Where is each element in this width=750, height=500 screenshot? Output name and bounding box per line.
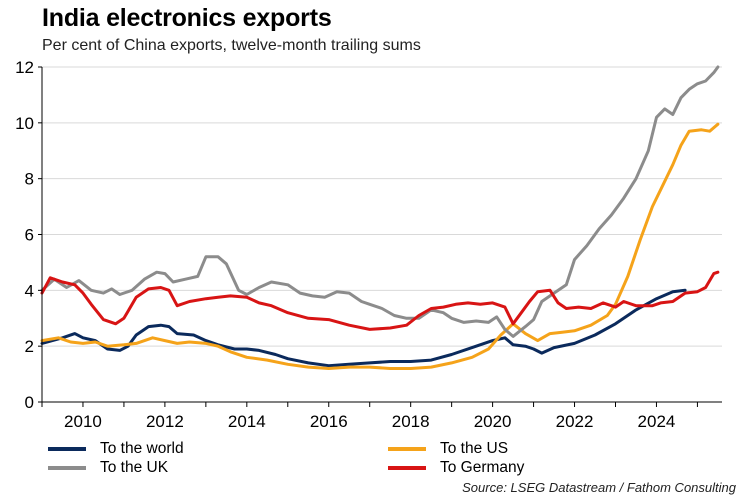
- y-tick-label: 10: [15, 114, 34, 133]
- legend-label-germany: To Germany: [440, 459, 525, 476]
- series-lines: [40, 65, 720, 370]
- x-tick-label: 2014: [228, 412, 266, 431]
- legend-swatch-germany: [388, 466, 426, 470]
- series-line-3: [40, 270, 720, 331]
- legend-label-us: To the US: [440, 440, 509, 457]
- x-tick-label: 2010: [64, 412, 102, 431]
- legend-swatch-us: [388, 447, 426, 451]
- legend-label-uk: To the UK: [100, 459, 169, 476]
- chart-subtitle: Per cent of China exports, twelve-month …: [42, 37, 421, 54]
- y-tick-label: 0: [25, 393, 34, 412]
- legend-item-world: To the world: [48, 440, 184, 458]
- y-tick-label: 8: [25, 170, 34, 189]
- x-tick-label: 2022: [556, 412, 594, 431]
- legend-label-world: To the world: [100, 440, 184, 457]
- x-tick-label: 2020: [474, 412, 512, 431]
- series-line-2: [40, 65, 720, 338]
- source-note: Source: LSEG Datastream / Fathom Consult…: [462, 480, 736, 495]
- legend-item-germany: To Germany: [388, 459, 524, 477]
- x-tick-label: 2024: [638, 412, 676, 431]
- x-tick-label: 2016: [310, 412, 348, 431]
- legend-swatch-world: [48, 447, 86, 451]
- x-tick-label: 2012: [146, 412, 184, 431]
- y-tick-label: 6: [25, 226, 34, 245]
- legend-item-uk: To the UK: [48, 459, 168, 477]
- chart-title: India electronics exports: [42, 4, 332, 32]
- grid-lines: [42, 66, 722, 347]
- x-tick-label: 2018: [392, 412, 430, 431]
- line-chart: 0 2 4 6 8 10 12 2010 2012 2014 2016 2018 2020 2022 202…: [15, 58, 722, 431]
- legend-swatch-uk: [48, 466, 86, 470]
- y-tick-label: 2: [25, 337, 34, 356]
- legend-item-us: To the US: [388, 440, 508, 458]
- y-tick-label: 4: [25, 281, 34, 300]
- y-tick-label: 12: [15, 58, 34, 77]
- axes: 0 2 4 6 8 10 12 2010 2012 2014 2016 2018 2020 2022 202…: [15, 58, 722, 431]
- series-line-1: [40, 122, 720, 370]
